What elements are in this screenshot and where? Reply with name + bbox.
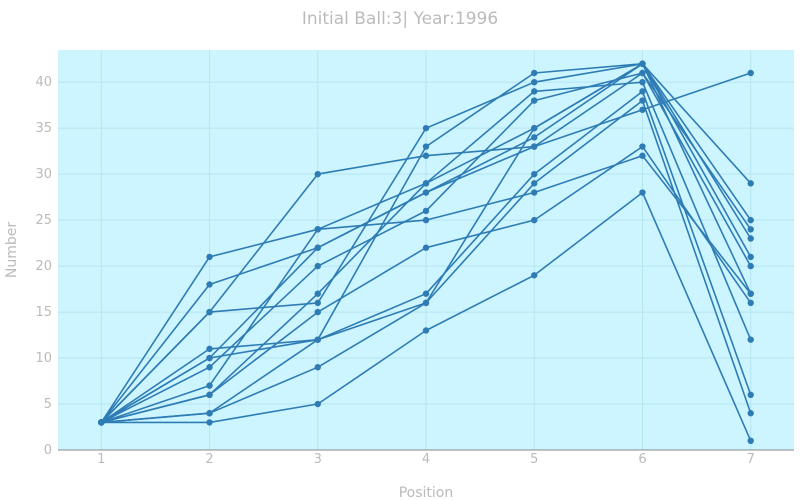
series-3-point	[747, 216, 754, 224]
y-tick-label: 15	[35, 305, 52, 320]
series-10-point	[531, 216, 538, 224]
y-tick-label: 0	[44, 443, 52, 458]
series-2-point	[206, 281, 213, 288]
series-8-point	[422, 216, 430, 224]
x-tick-labels: 1 2 3 4 5 6 7	[97, 452, 755, 467]
series-6-point	[314, 244, 321, 251]
series-4-point	[747, 226, 754, 233]
chart-title: Initial Ball:3| Year:1996	[302, 9, 498, 29]
x-tick-label: 1	[97, 452, 105, 467]
series-5-point	[747, 253, 754, 261]
series-3-point	[531, 78, 538, 86]
series-9-point	[422, 180, 430, 187]
series-9-point	[747, 336, 754, 343]
series-13-point	[314, 400, 321, 408]
series-10-point	[206, 391, 213, 399]
series-4-point	[422, 152, 430, 159]
series-13-point	[639, 189, 646, 196]
y-tick-label: 20	[35, 259, 52, 274]
series-14-point	[314, 336, 321, 343]
series-12-point	[314, 364, 321, 371]
series-12-point	[531, 180, 538, 187]
series-13-point	[422, 327, 430, 334]
series-8-point	[639, 152, 646, 159]
x-tick-label: 6	[638, 452, 646, 467]
series-2-point	[747, 69, 754, 77]
series-4-point	[314, 170, 321, 178]
y-axis-title: Number	[4, 222, 20, 278]
series-4-point	[206, 308, 213, 316]
series-7-point	[206, 364, 213, 371]
series-13-point	[531, 272, 538, 279]
series-13-point	[206, 419, 213, 426]
series-12-point	[747, 410, 754, 417]
y-tick-label: 40	[35, 75, 52, 90]
series-6-point	[422, 189, 430, 196]
series-group	[98, 60, 754, 445]
series-5-point	[422, 143, 430, 150]
y-tick-label: 5	[44, 397, 52, 412]
series-10-point	[314, 308, 321, 316]
x-tick-label: 5	[530, 452, 538, 467]
series-2-point	[639, 106, 646, 113]
series-10-point	[422, 244, 430, 251]
series-8-point	[314, 226, 321, 233]
series-3-point	[314, 299, 321, 307]
series-14-point	[422, 299, 430, 307]
series-5-point	[206, 345, 213, 353]
y-tick-label: 25	[35, 213, 52, 228]
series-8-point	[531, 189, 538, 196]
series-11-point	[422, 290, 430, 297]
series-8-point	[206, 382, 213, 389]
series-4-point	[531, 143, 538, 150]
series-14-point	[531, 124, 538, 132]
y-tick-label: 30	[35, 167, 52, 182]
series-10-point	[747, 299, 754, 307]
series-14-point	[206, 354, 213, 362]
series-7-point	[639, 69, 646, 77]
series-9-point	[314, 290, 321, 297]
x-tick-label: 4	[422, 452, 430, 467]
series-3-point	[422, 124, 430, 132]
y-tick-label: 10	[35, 351, 52, 366]
series-11-point	[639, 88, 646, 95]
series-12-point	[639, 97, 646, 104]
x-tick-label: 2	[205, 452, 213, 467]
series-7-point	[747, 262, 754, 270]
series-11-point	[531, 170, 538, 178]
x-tick-label: 3	[314, 452, 322, 467]
series-7-point	[314, 262, 321, 270]
series-6-point	[531, 134, 538, 141]
y-tick-label: 35	[35, 121, 52, 136]
x-tick-label: 7	[747, 452, 755, 467]
series-5-point	[531, 69, 538, 77]
series-14-point	[98, 419, 105, 426]
series-11-point	[747, 391, 754, 399]
series-12-point	[206, 410, 213, 417]
y-tick-labels: 0 5 10 15 20 25 30 35 40	[35, 75, 52, 458]
series-9-point	[639, 78, 646, 86]
series-10-point	[639, 143, 646, 150]
x-axis-title: Position	[399, 485, 454, 500]
series-7-point	[531, 97, 538, 104]
series-1-point	[206, 253, 213, 261]
series-6-point	[747, 235, 754, 242]
series-7-point	[422, 207, 430, 215]
series-1-point	[747, 180, 754, 187]
series-14-point	[639, 60, 646, 67]
series-9-point	[531, 88, 538, 95]
series-13-point	[747, 437, 754, 445]
series-14-point	[747, 290, 754, 297]
